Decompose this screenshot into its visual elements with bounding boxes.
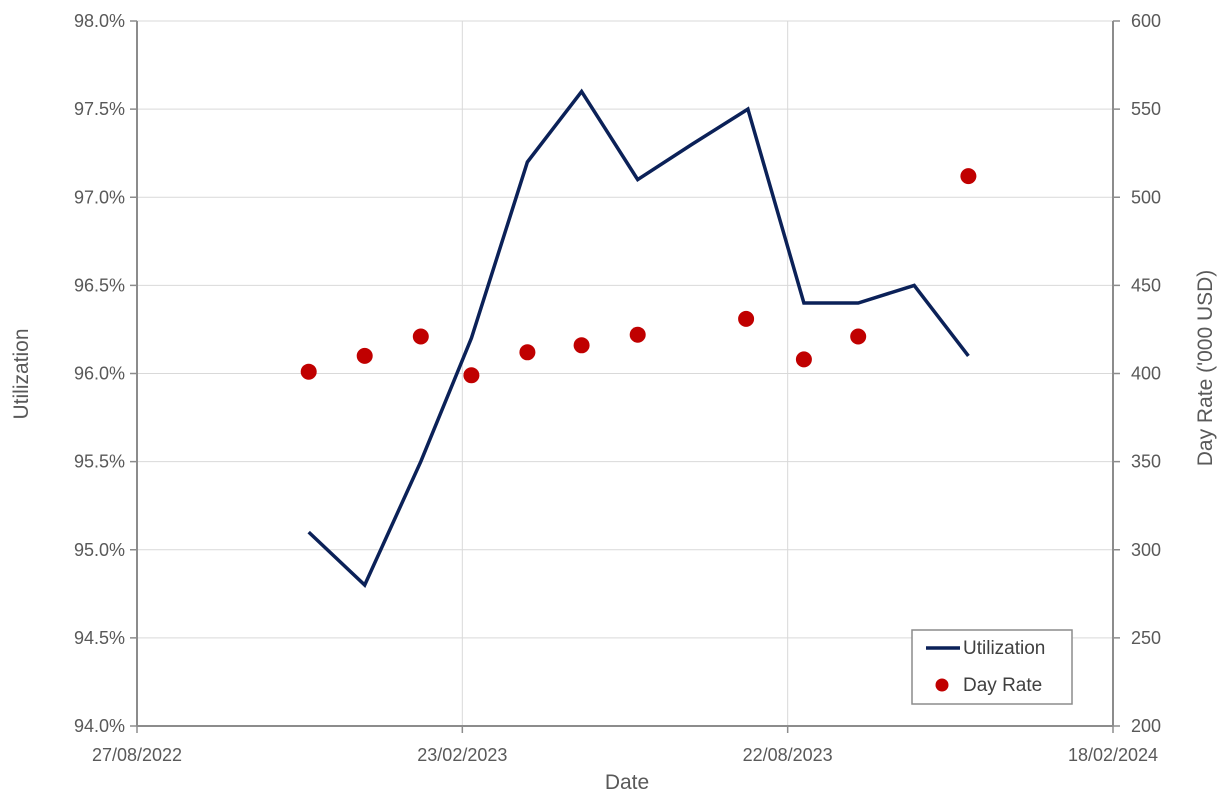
left-y-tick-label: 97.0% (74, 187, 125, 207)
left-y-tick-label: 94.0% (74, 716, 125, 736)
right-y-axis-title: Day Rate ('000 USD) (1194, 270, 1217, 467)
day-rate-point (629, 326, 646, 343)
left-y-axis-ticks: 94.0% 94.5% 95.0% 95.5% 96.0% 96.5% 97.0% 97.5%… (74, 11, 137, 736)
right-y-tick-label: 250 (1131, 628, 1161, 648)
right-y-tick-label: 500 (1131, 187, 1161, 207)
legend-day-rate-marker (935, 678, 949, 692)
left-y-tick-label: 96.5% (74, 275, 125, 295)
x-tick-label: 18/02/2024 (1068, 745, 1158, 765)
day-rate-point (960, 168, 977, 185)
left-y-tick-label: 95.0% (74, 540, 125, 560)
right-y-tick-label: 450 (1131, 275, 1161, 295)
day-rate-point (412, 328, 429, 345)
day-rate-point (463, 367, 480, 384)
left-y-tick-label: 96.0% (74, 364, 125, 384)
day-rate-point (738, 310, 755, 327)
left-y-tick-label: 98.0% (74, 11, 125, 31)
legend-utilization-label: Utilization (963, 638, 1045, 659)
x-tick-label: 22/08/2023 (743, 745, 833, 765)
right-y-tick-label: 350 (1131, 452, 1161, 472)
gridlines (137, 20, 1113, 726)
x-tick-label: 23/02/2023 (417, 745, 507, 765)
x-tick-label: 27/08/2022 (92, 745, 182, 765)
left-y-axis-title: Utilization (10, 328, 33, 419)
plot-area (300, 88, 977, 588)
day-rate-point (519, 344, 536, 361)
left-y-tick-label: 95.5% (74, 452, 125, 472)
right-y-tick-label: 400 (1131, 364, 1161, 384)
right-y-axis-ticks: 200 250 300 350 400 450 500 550 600 (1113, 11, 1161, 736)
x-axis-title: Date (605, 771, 649, 794)
utilization-series-line (307, 88, 970, 588)
right-y-tick-label: 200 (1131, 716, 1161, 736)
right-y-tick-label: 600 (1131, 11, 1161, 31)
x-axis-ticks: 27/08/2022 23/02/2023 22/08/2023 18/02/2024 (92, 726, 1158, 765)
day-rate-point (573, 337, 590, 354)
day-rate-point (300, 363, 317, 380)
day-rate-point (850, 328, 867, 345)
right-y-tick-label: 550 (1131, 99, 1161, 119)
legend-box (911, 629, 1073, 705)
left-y-tick-label: 97.5% (74, 99, 125, 119)
left-y-tick-label: 94.5% (74, 628, 125, 648)
legend-day-rate-label: Day Rate (963, 675, 1042, 696)
day-rate-point (795, 351, 812, 368)
legend: Utilization Day Rate (911, 629, 1073, 705)
day-rate-point (356, 347, 373, 364)
right-y-tick-label: 300 (1131, 540, 1161, 560)
